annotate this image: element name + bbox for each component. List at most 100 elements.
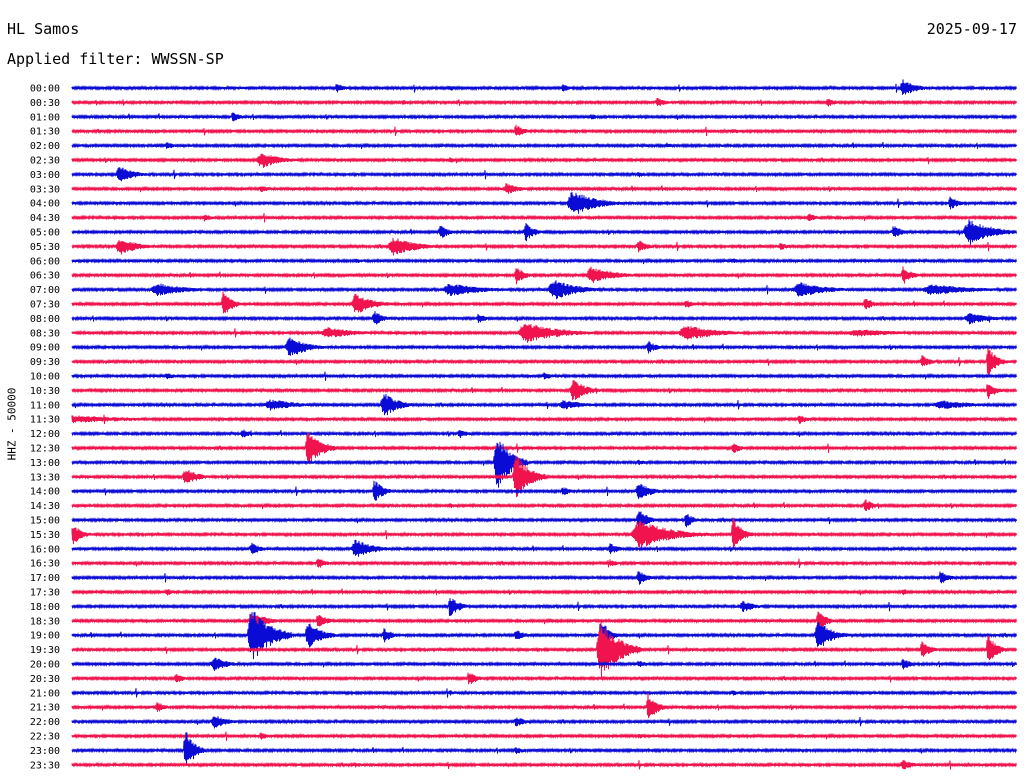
filter-label: Applied filter: WWSSN-SP: [7, 50, 224, 68]
row-time-label: 05:00: [30, 228, 60, 239]
seismic-trace: [71, 380, 1017, 401]
seismic-trace: [71, 511, 1017, 530]
station-name: HL Samos: [7, 20, 80, 38]
seismic-trace: [71, 731, 1017, 741]
seismic-trace: [71, 219, 1017, 245]
seismic-trace: [71, 393, 1017, 416]
row-time-label: 20:30: [30, 674, 60, 685]
row-time-label: 19:30: [30, 645, 60, 656]
row-time-label: 19:00: [30, 631, 60, 642]
seismic-trace: [71, 213, 1017, 223]
row-time-label: 22:00: [30, 717, 60, 728]
row-time-label: 04:30: [30, 213, 60, 224]
seismic-trace: [71, 539, 1017, 557]
row-time-label: 07:30: [30, 300, 60, 311]
row-time-label: 01:00: [30, 112, 60, 123]
row-time-label: 00:30: [30, 98, 60, 109]
seismic-trace: [71, 760, 1017, 770]
row-time-label: 06:30: [30, 271, 60, 282]
seismic-trace: [71, 337, 1017, 356]
seismic-trace: [71, 499, 1017, 511]
seismic-trace: [71, 266, 1017, 285]
seismic-trace: [71, 153, 1017, 168]
seismic-trace: [71, 347, 1017, 378]
row-time-label: 13:30: [30, 472, 60, 483]
row-time-label: 01:30: [30, 127, 60, 138]
seismic-trace: [71, 280, 1017, 300]
row-time-label: 00:00: [30, 84, 60, 95]
seismic-trace: [71, 97, 1017, 107]
seismic-trace: [71, 192, 1017, 214]
seismic-trace: [71, 124, 1017, 137]
seismic-trace: [71, 323, 1017, 343]
row-time-label: 02:30: [30, 156, 60, 167]
seismic-trace: [71, 257, 1017, 265]
seismic-trace: [71, 692, 1017, 719]
row-time-label: 06:00: [30, 256, 60, 267]
row-time-label: 10:00: [30, 372, 60, 383]
row-time-label: 23:30: [30, 760, 60, 771]
seismic-trace: [71, 571, 1017, 585]
seismic-trace: [71, 142, 1017, 149]
row-time-label: 16:30: [30, 559, 60, 570]
row-time-label: 18:30: [30, 616, 60, 627]
row-time-label: 15:30: [30, 530, 60, 541]
seismic-trace: [71, 612, 1017, 660]
row-time-label: 12:30: [30, 444, 60, 455]
seismic-trace: [71, 716, 1017, 729]
seismic-trace: [71, 371, 1017, 381]
seismic-trace: [71, 588, 1017, 596]
row-time-label: 08:00: [30, 314, 60, 325]
row-time-label: 12:00: [30, 429, 60, 440]
seismic-trace: [71, 112, 1017, 122]
row-time-label: 04:00: [30, 199, 60, 210]
row-time-label: 10:30: [30, 386, 60, 397]
seismic-trace: [71, 672, 1017, 685]
row-time-label: 18:00: [30, 602, 60, 613]
seismic-trace: [71, 429, 1017, 439]
seismic-trace: [71, 620, 1017, 678]
record-date: 2025-09-17: [926, 20, 1017, 38]
row-time-label: 08:30: [30, 328, 60, 339]
row-time-label: 07:00: [30, 285, 60, 296]
seismic-trace: [71, 237, 1017, 256]
row-time-label: 03:30: [30, 184, 60, 195]
row-time-label: 05:30: [30, 242, 60, 253]
seismic-trace: [71, 518, 1017, 549]
seismic-trace: [71, 611, 1017, 630]
row-time-label: 11:00: [30, 400, 60, 411]
seismic-trace: [71, 657, 1017, 671]
seismic-trace: [71, 688, 1017, 698]
row-time-label: 21:00: [30, 688, 60, 699]
seismic-trace: [71, 79, 1017, 95]
row-time-label: 15:00: [30, 516, 60, 527]
seismic-trace: [71, 414, 1017, 425]
seismic-trace: [71, 558, 1017, 568]
seismic-trace: [71, 598, 1017, 616]
seismic-trace: [71, 167, 1017, 182]
row-time-label: 16:00: [30, 544, 60, 555]
seismic-trace: [71, 432, 1017, 465]
row-time-label: 14:00: [30, 487, 60, 498]
row-time-label: 23:00: [30, 746, 60, 757]
seismic-trace: [71, 183, 1017, 194]
seismic-trace: [71, 455, 1017, 498]
seismic-trace: [71, 311, 1017, 325]
row-time-label: 09:30: [30, 357, 60, 368]
row-time-label: 17:00: [30, 573, 60, 584]
row-time-label: 17:30: [30, 588, 60, 599]
row-time-label: 03:00: [30, 170, 60, 181]
row-time-label: 22:30: [30, 732, 60, 743]
seismic-trace: [71, 732, 1017, 765]
row-time-label: 09:00: [30, 343, 60, 354]
row-time-label: 11:30: [30, 415, 60, 426]
row-time-label: 14:30: [30, 501, 60, 512]
seismic-trace: [71, 480, 1017, 501]
seismic-trace: [71, 441, 1017, 488]
row-time-label: 21:30: [30, 703, 60, 714]
seismic-trace: [71, 291, 1017, 314]
row-time-label: 02:00: [30, 141, 60, 152]
row-time-label: 20:00: [30, 660, 60, 671]
row-time-label: 13:00: [30, 458, 60, 469]
